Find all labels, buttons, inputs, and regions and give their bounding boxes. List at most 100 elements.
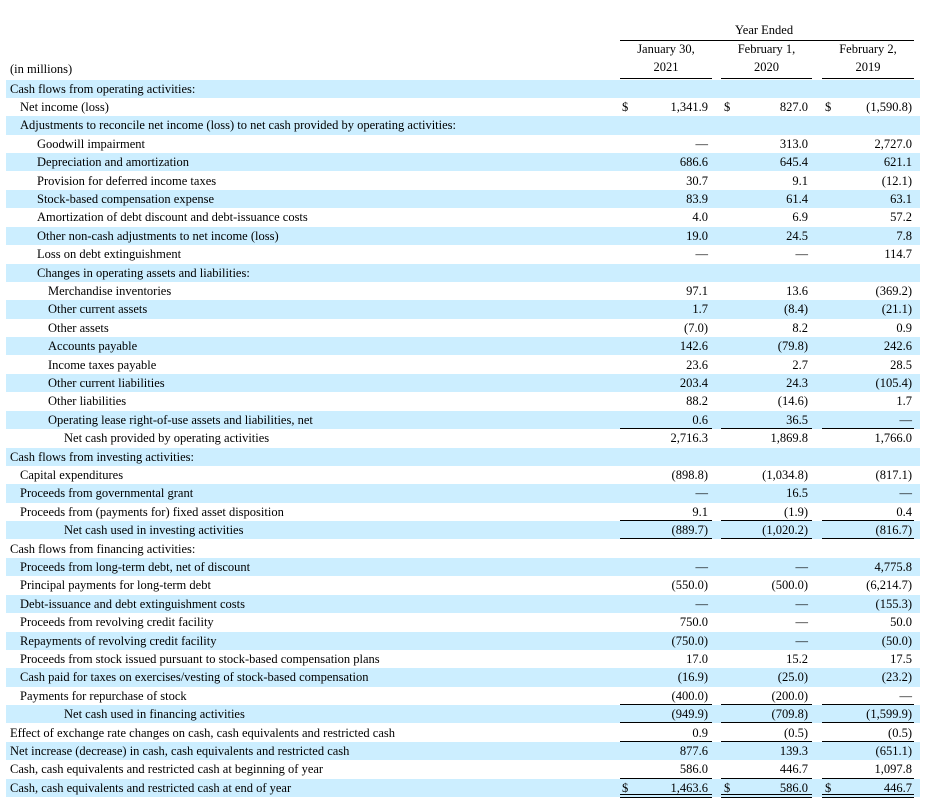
underline xyxy=(822,520,914,522)
cell-value: (1,020.2) xyxy=(762,523,808,538)
cell-value: 586.0 xyxy=(779,780,808,795)
cell-value: 36.5 xyxy=(786,412,808,427)
cell-value: (949.9) xyxy=(671,707,708,722)
row-label: Other liabilities xyxy=(48,394,127,409)
cell-value: 0.9 xyxy=(692,725,708,740)
row-label: Proceeds from governmental grant xyxy=(20,486,194,501)
underline xyxy=(721,704,812,706)
column-header: 2019 xyxy=(855,60,881,74)
table-row: Changes in operating assets and liabilit… xyxy=(6,263,920,282)
cell-value: (1,034.8) xyxy=(762,467,808,482)
underline xyxy=(620,538,712,540)
row-label: Proceeds from revolving credit facility xyxy=(20,615,214,630)
row-label: Amortization of debt discount and debt-i… xyxy=(37,210,308,225)
table-row: Provision for deferred income taxes 30.7 9… xyxy=(6,172,920,190)
cell-value: 0.9 xyxy=(896,320,912,335)
row-label: Merchandise inventories xyxy=(48,283,172,298)
cell-value: 2,716.3 xyxy=(670,431,709,446)
row-label: Other non-cash adjustments to net income… xyxy=(37,228,279,243)
row-label: Adjustments to reconcile net income (los… xyxy=(20,118,456,133)
table-row: Net cash used in financing activities (94… xyxy=(6,705,920,724)
cell-value: 313.0 xyxy=(779,136,808,151)
cell-value: 17.5 xyxy=(890,651,912,666)
row-label: Payments for repurchase of stock xyxy=(20,688,187,703)
underline xyxy=(620,777,712,779)
cell-value: (1,599.9) xyxy=(866,707,912,722)
header-rule xyxy=(620,78,712,79)
underline xyxy=(822,428,914,430)
cell-value: (79.8) xyxy=(777,339,808,354)
cell-value: 142.6 xyxy=(679,339,708,354)
cell-value: 8.2 xyxy=(792,320,808,335)
underline xyxy=(620,740,712,742)
cell-value: (50.0) xyxy=(881,633,912,648)
row-label: Loss on debt extinguishment xyxy=(37,247,182,262)
currency-symbol: $ xyxy=(622,99,629,114)
underline xyxy=(721,428,812,430)
cell-value: — xyxy=(695,486,709,501)
cell-value: — xyxy=(899,688,913,703)
cell-value: — xyxy=(795,615,809,630)
row-label: Principal payments for long-term debt xyxy=(20,578,211,593)
underline xyxy=(822,722,914,724)
column-header: 2020 xyxy=(754,60,779,74)
underline xyxy=(620,428,712,430)
underline xyxy=(721,722,812,724)
cell-value: 9.1 xyxy=(692,504,708,519)
cell-value: 621.1 xyxy=(883,155,912,170)
row-label: Stock-based compensation expense xyxy=(37,191,215,206)
cell-value: 877.6 xyxy=(679,743,708,758)
cell-value: 0.6 xyxy=(692,412,708,427)
table-row: Accounts payable 142.6 (79.8) 242.6 xyxy=(6,337,920,356)
table-row: Repayments of revolving credit facility (… xyxy=(6,631,920,650)
cell-value: (889.7) xyxy=(671,523,708,538)
double-underline xyxy=(721,794,812,798)
cell-value: (500.0) xyxy=(771,578,808,593)
row-label: Accounts payable xyxy=(48,339,138,354)
cell-value: 586.0 xyxy=(679,762,708,777)
cell-value: (6,214.7) xyxy=(866,578,912,593)
underline xyxy=(822,740,914,742)
row-label: Operating lease right-of-use assets and … xyxy=(48,412,313,427)
cell-value: (750.0) xyxy=(671,633,708,648)
row-label: Repayments of revolving credit facility xyxy=(20,633,217,648)
row-label: Net income (loss) xyxy=(20,99,109,114)
row-label: Provision for deferred income taxes xyxy=(37,173,217,188)
cell-value: 23.6 xyxy=(686,357,708,372)
double-underline xyxy=(822,794,914,798)
table-row: Debt-issuance and debt extinguishment co… xyxy=(6,594,920,614)
cell-value: (21.1) xyxy=(881,302,912,317)
currency-symbol: $ xyxy=(825,99,832,114)
row-label: Other current liabilities xyxy=(48,375,165,390)
table-row: Merchandise inventories 97.1 13.6 (369.2) xyxy=(6,282,920,300)
row-label: Debt-issuance and debt extinguishment co… xyxy=(20,596,245,611)
cell-value: (155.3) xyxy=(875,596,912,611)
cell-value: 2.7 xyxy=(792,357,808,372)
cell-value: 24.5 xyxy=(786,228,808,243)
table-row: Proceeds from revolving credit facility 7… xyxy=(6,613,920,631)
table-row: Cash flows from financing activities: xyxy=(6,540,920,558)
cell-value: (105.4) xyxy=(875,375,912,390)
table-row: Proceeds from governmental grant — 16.5 — xyxy=(6,484,920,503)
underline xyxy=(721,777,812,779)
table-row: Net cash used in investing activities (88… xyxy=(6,521,920,540)
cell-value: (817.1) xyxy=(875,467,912,482)
table-row: Adjustments to reconcile net income (los… xyxy=(6,116,920,135)
cell-value: 4,775.8 xyxy=(874,559,913,574)
cell-value: 645.4 xyxy=(779,155,808,170)
table-row: Cash paid for taxes on exercises/vesting… xyxy=(6,668,920,687)
row-label: Goodwill impairment xyxy=(37,136,145,151)
cell-value: — xyxy=(695,596,709,611)
table-row: Cash flows from operating activities: xyxy=(6,79,920,98)
cell-value: (8.4) xyxy=(784,302,808,317)
underline xyxy=(822,538,914,540)
cell-value: 83.9 xyxy=(686,191,708,206)
cell-value: 242.6 xyxy=(883,339,912,354)
cell-value: (369.2) xyxy=(875,283,912,298)
cell-value: 0.4 xyxy=(896,504,912,519)
cell-value: (550.0) xyxy=(671,578,708,593)
cell-value: 1.7 xyxy=(692,302,708,317)
underline xyxy=(620,704,712,706)
column-header: February 1, xyxy=(737,42,796,56)
currency-symbol: $ xyxy=(825,780,832,795)
